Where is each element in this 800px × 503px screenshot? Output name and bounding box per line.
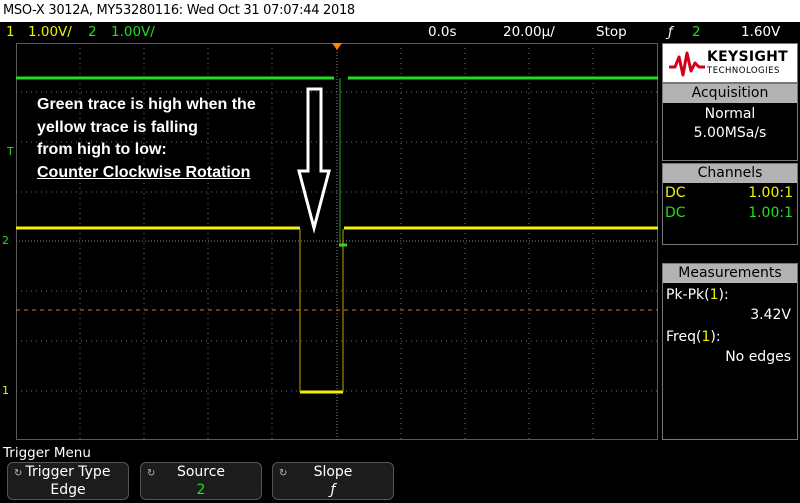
ch1-trace	[16, 226, 658, 394]
annotation-line2: yellow trace is falling	[37, 118, 198, 136]
ch2-number: 2	[88, 24, 97, 40]
measurement-2-value: No edges	[725, 349, 791, 365]
channels-header: Channels	[663, 164, 797, 183]
graticule-vertical	[79, 43, 594, 440]
trigger-position-marker	[332, 43, 342, 50]
ch1-number: 1	[6, 24, 15, 40]
annotation-line1: Green trace is high when the	[37, 96, 256, 113]
trigger-level[interactable]: 1.60V	[741, 24, 781, 40]
menu-title: Trigger Menu	[3, 445, 91, 461]
measurement-2-label: Freq(1):	[666, 329, 721, 345]
title-bar: MSO-X 3012A, MY53280116: Wed Oct 31 07:0…	[0, 0, 800, 22]
brand-logo: KEYSIGHT TECHNOLOGIES	[662, 43, 798, 83]
right-panel: KEYSIGHT TECHNOLOGIES Acquisition Normal…	[660, 43, 800, 440]
softkey-slope[interactable]: ↻ Slope ƒ	[272, 462, 394, 500]
ch2-scale[interactable]: 1.00V/	[111, 24, 155, 40]
acquisition-header: Acquisition	[663, 84, 797, 103]
trigger-source[interactable]: 2	[692, 24, 701, 40]
trigger-slope-icon: ƒ	[668, 24, 673, 40]
ch1-probe: 1.00:1	[748, 185, 793, 201]
measurement-1-value: 3.42V	[750, 307, 791, 323]
softkey-source-label: Source	[176, 464, 226, 480]
brand-name: KEYSIGHT	[707, 49, 788, 65]
channels-box[interactable]: Channels DC 1.00:1 DC 1.00:1	[662, 163, 798, 245]
ch2-probe: 1.00:1	[748, 205, 793, 221]
ch1-coupling: DC	[665, 185, 686, 201]
acquisition-rate: 5.00MSa/s	[693, 125, 767, 141]
softkey-slope-value: ƒ	[330, 482, 336, 498]
entry-knob-icon: ↻	[14, 468, 23, 479]
ch1-ground-marker: 1	[2, 384, 9, 397]
annotation-line3: from high to low:	[37, 141, 167, 158]
annotation-text: Green trace is high when the yellow trac…	[37, 94, 256, 184]
waveform-display[interactable]	[16, 43, 658, 440]
keysight-wave-icon	[669, 51, 705, 77]
annotation-line4: Counter Clockwise Rotation	[37, 163, 251, 181]
softkey-source-value: 2	[196, 482, 206, 498]
softkey-bar: Trigger Menu ↻ Trigger Type Edge ↻ Sourc…	[0, 444, 800, 503]
instrument-title: MSO-X 3012A, MY53280116: Wed Oct 31 07:0…	[3, 3, 355, 18]
run-state[interactable]: Stop	[596, 24, 627, 40]
ch2-ground-marker: 2	[2, 234, 9, 247]
acquisition-box[interactable]: Acquisition Normal 5.00MSa/s	[662, 83, 798, 161]
measurement-1-label: Pk-Pk(1):	[666, 287, 729, 303]
time-scale[interactable]: 20.00µ/	[503, 24, 555, 40]
waveform-svg	[16, 43, 658, 440]
softkey-trigger-type[interactable]: ↻ Trigger Type Edge	[7, 462, 129, 500]
status-bar: 1 1.00V/ 2 1.00V/ 0.0s 20.00µ/ Stop ƒ 2 …	[0, 22, 800, 42]
channel-row-1: DC 1.00:1	[663, 183, 797, 203]
measurements-box[interactable]: Measurements Pk-Pk(1): 3.42V Freq(1): No…	[662, 263, 798, 440]
time-delay[interactable]: 0.0s	[428, 24, 457, 40]
entry-knob-icon: ↻	[279, 468, 288, 479]
ch1-scale[interactable]: 1.00V/	[28, 24, 72, 40]
ch2-coupling: DC	[665, 205, 686, 221]
channel-row-2: DC 1.00:1	[663, 203, 797, 223]
softkey-slope-label: Slope	[313, 464, 353, 480]
softkey-trigger-type-label: Trigger Type	[25, 464, 111, 480]
brand-sub: TECHNOLOGIES	[707, 66, 780, 76]
trigger-level-marker: T	[7, 145, 14, 158]
graticule-horizontal	[16, 91, 658, 392]
down-arrow-icon	[297, 87, 331, 234]
acquisition-mode: Normal	[704, 106, 756, 122]
measurements-header: Measurements	[663, 264, 797, 283]
entry-knob-icon: ↻	[147, 468, 156, 479]
softkey-source[interactable]: ↻ Source 2	[140, 462, 262, 500]
softkey-trigger-type-value: Edge	[50, 482, 86, 498]
